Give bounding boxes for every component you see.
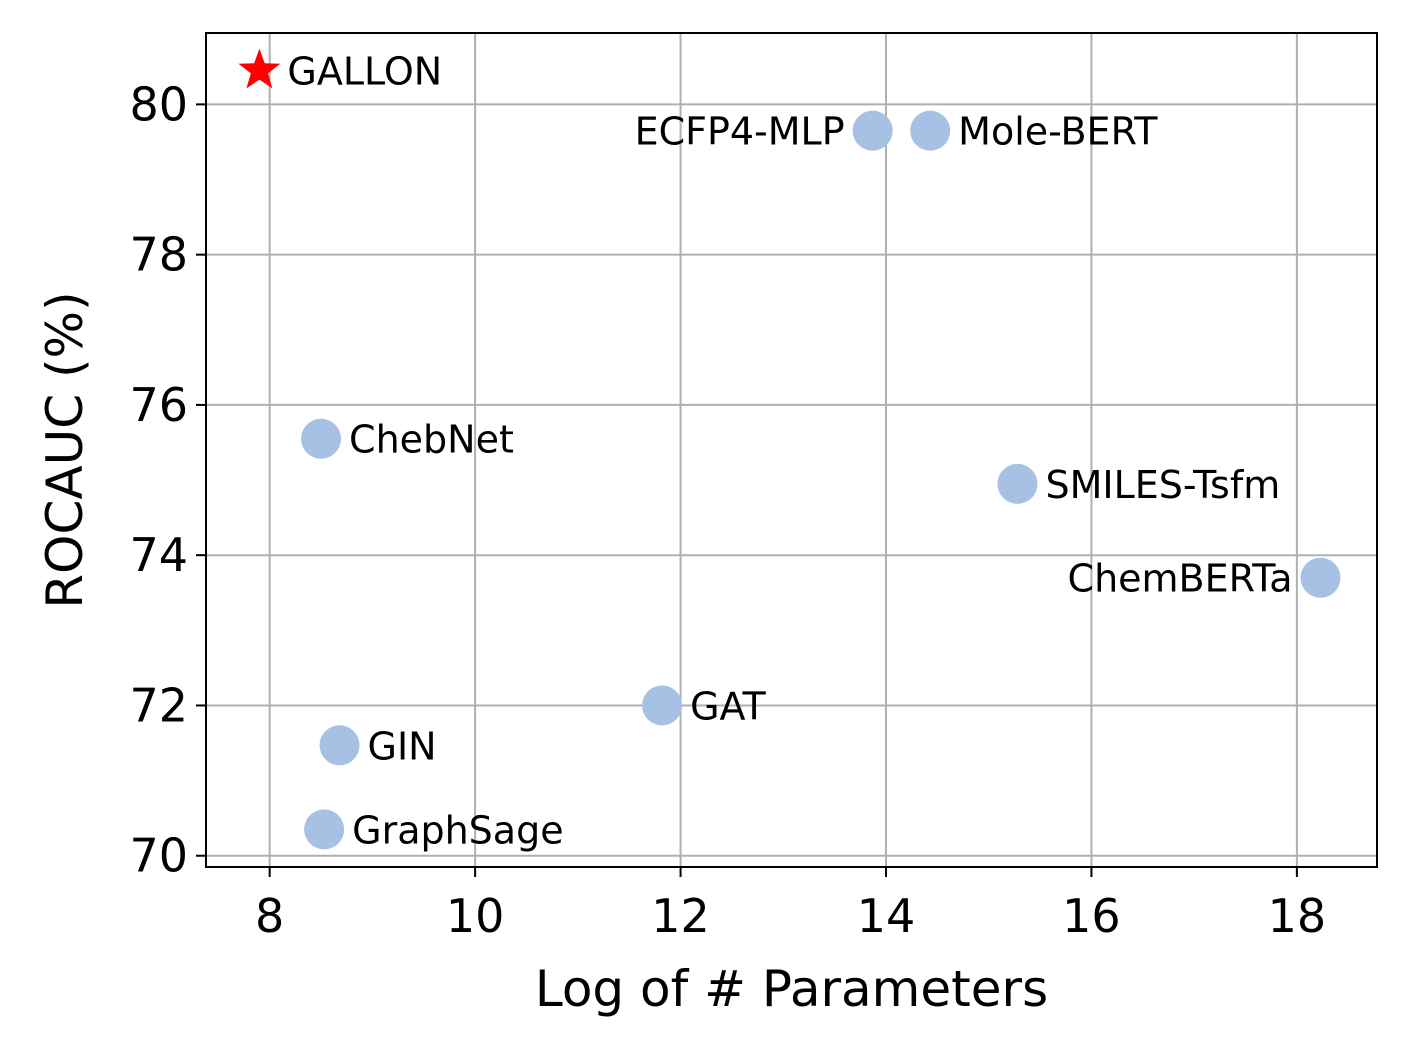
scatter-point <box>910 110 951 151</box>
y-tick-label: 74 <box>129 528 188 582</box>
point-label: ChebNet <box>349 418 514 462</box>
y-tick-label: 80 <box>129 77 188 131</box>
point-label: GraphSage <box>352 808 563 852</box>
axis-ticks: 8 10 12 14 16 18 70 72 74 76 78 80 <box>129 77 1326 943</box>
x-tick-label: 16 <box>1062 889 1121 943</box>
x-tick-label: 18 <box>1268 889 1327 943</box>
scatter-point <box>304 809 345 850</box>
plot-frame <box>205 32 1378 868</box>
x-tick-label: 14 <box>857 889 916 943</box>
scatter-point <box>852 110 893 151</box>
scatter-point <box>642 685 683 726</box>
grid-lines <box>206 33 1377 867</box>
x-tick-label: 12 <box>651 889 710 943</box>
point-label: SMILES-Tsfm <box>1045 463 1280 507</box>
x-axis-label: Log of # Parameters <box>535 960 1048 1018</box>
y-tick-label: 72 <box>129 678 188 732</box>
scatter-point <box>997 463 1038 504</box>
point-label: Mole-BERT <box>958 110 1158 154</box>
point-label: GALLON <box>287 50 442 94</box>
x-tick-label: 8 <box>255 889 284 943</box>
data-points: GALLON ECFP4-MLP Mole-BERT ChebNet SMILES-Ts… <box>238 48 1341 852</box>
point-label: GAT <box>690 684 766 728</box>
scatter-point <box>319 725 360 766</box>
star-marker <box>238 48 281 89</box>
point-label: ECFP4-MLP <box>635 110 845 154</box>
point-label: GIN <box>368 724 437 768</box>
scatter-point <box>301 418 342 459</box>
y-tick-label: 70 <box>129 829 188 883</box>
y-tick-label: 76 <box>129 378 188 432</box>
x-tick-label: 10 <box>446 889 505 943</box>
scatter-point <box>1300 557 1341 598</box>
point-label: ChemBERTa <box>1068 557 1293 601</box>
y-tick-label: 78 <box>129 228 188 282</box>
y-axis-label: ROCAUC (%) <box>36 291 94 608</box>
